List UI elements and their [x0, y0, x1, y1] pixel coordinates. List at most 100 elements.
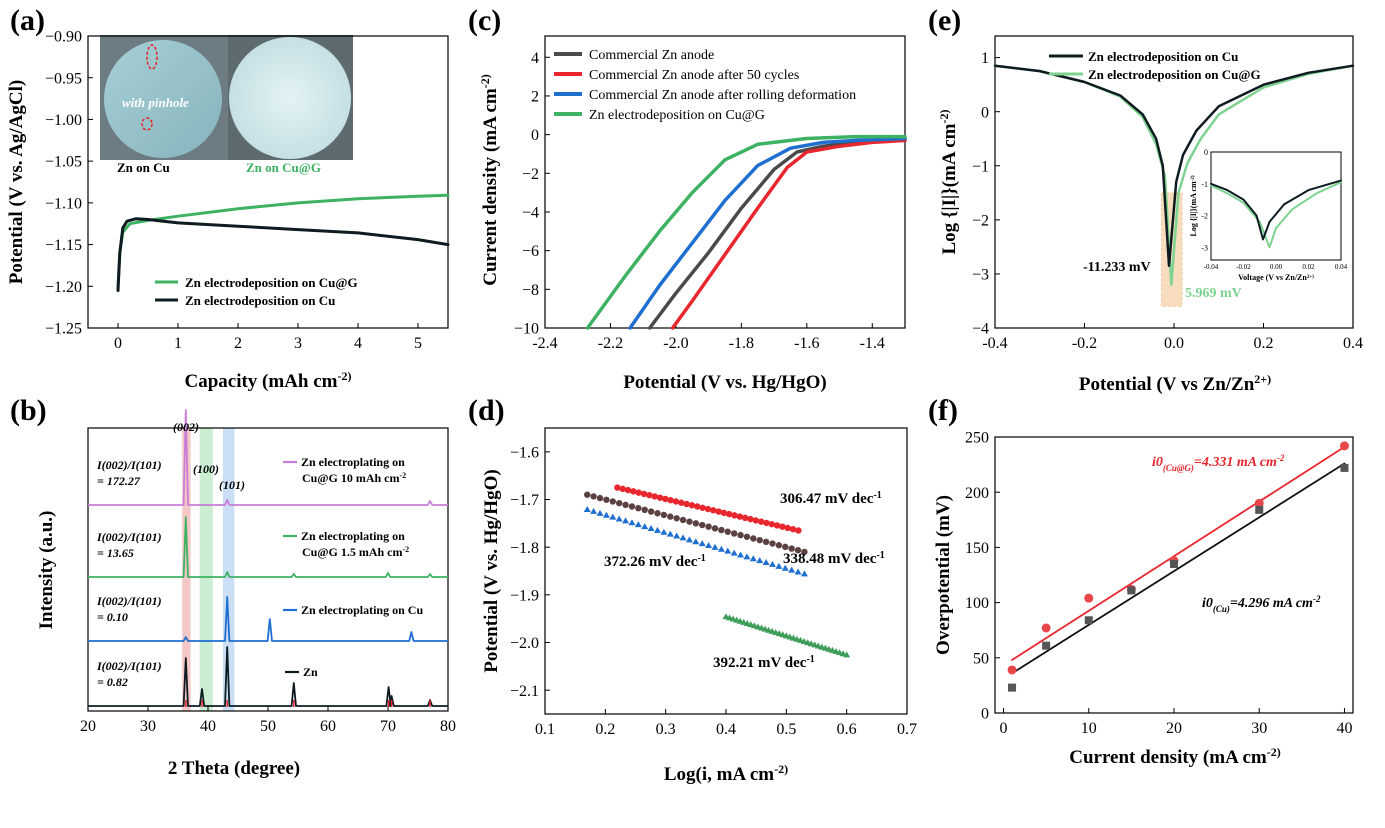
- inset-y-tick-label: -1: [1201, 180, 1208, 189]
- tafel-306-series-point: [752, 517, 760, 524]
- a-plot-frame: [87, 35, 449, 329]
- tafel-372-series-point: [660, 528, 668, 535]
- b-x-tick-label: 80: [440, 718, 456, 735]
- xrd-zn-trace: [88, 646, 448, 707]
- tafel-306-series-point: [763, 519, 770, 527]
- tafel-306-series-point: [630, 488, 637, 495]
- panel-d-letter: (d): [468, 394, 505, 427]
- tafel-338-series-point: [667, 513, 674, 520]
- tafel-306-series-point: [747, 515, 754, 523]
- chart-a: 0 1 2 3 4 5 −0.90 −0.95 −1.00 −1.05 −1.10 −1.15 −1.2…: [6, 29, 450, 392]
- photo-label-zn-on-cu-g: Zn on Cu@G: [246, 160, 321, 175]
- series-cu-g-line: [585, 134, 907, 330]
- intensity-ratio-label: I(002)/I(101): [96, 530, 162, 544]
- inset-x-tick-label: 0.00: [1270, 263, 1283, 271]
- photo-disc-zn-on-cu-g: [229, 37, 351, 159]
- e-y-tick-label: −4: [972, 321, 989, 338]
- c-x-tick-label: -2.0: [663, 335, 688, 352]
- d-x-tick-label: 0.3: [656, 721, 676, 738]
- f-x-tick-label: 20: [1166, 720, 1182, 737]
- c-x-tick-label: -2.2: [598, 335, 623, 352]
- tafel-306-series-point: [784, 524, 791, 532]
- tafel-372-series-point: [654, 526, 662, 533]
- tafel-338-series-point: [641, 506, 648, 514]
- xrd-cu-g-10-trace: [88, 409, 448, 506]
- tafel-372-series-point: [788, 566, 796, 573]
- d-y-tick-label: −1.9: [510, 587, 539, 604]
- photo-disc-zn-on-cu: [104, 40, 222, 158]
- f-y-tick-label: 150: [965, 540, 989, 557]
- a-x-tick-label: 2: [234, 335, 242, 352]
- tafel-372-series-point: [692, 538, 700, 545]
- legend-label: Zn electrodeposition on Cu: [185, 293, 335, 308]
- y-axis-label: Intensity (a.u.): [36, 511, 57, 630]
- d-plot-frame: [544, 427, 908, 715]
- series-cu-point: [1084, 616, 1093, 625]
- tafel-338-series-point: [756, 536, 763, 544]
- tafel-372-series-point: [724, 547, 732, 554]
- inset-y-axis-label: Log {|I|}(mA cm-2): [1189, 175, 1198, 236]
- tafel-338-series-point: [654, 510, 661, 517]
- panel-e-letter: (e): [928, 4, 961, 37]
- tafel-372-series-point: [717, 545, 725, 552]
- tafel-338-series-point: [769, 540, 776, 547]
- f-y-tick-label: 100: [965, 595, 989, 612]
- tafel-372-series-point: [622, 517, 630, 524]
- tafel-306-series-point: [672, 498, 680, 505]
- tafel-338-series-point: [724, 528, 731, 535]
- tafel-306-series-point: [656, 494, 664, 501]
- tafel-338-series-point: [692, 520, 700, 527]
- e-x-tick-label: 0.4: [1343, 335, 1363, 352]
- tafel-338-series-point: [615, 499, 623, 507]
- c-y-tick-label: −10: [514, 321, 539, 338]
- tafel-372-series-point: [756, 557, 764, 564]
- f-y-tick-label: 0: [981, 706, 989, 723]
- tafel-372-series-point: [794, 568, 802, 575]
- legend-label: Zn electrodeposition on Cu@G: [589, 108, 765, 123]
- e-x-tick-label: 0.2: [1254, 335, 1274, 352]
- c-y-tick-label: −2: [522, 166, 539, 183]
- a-x-tick-label: 4: [354, 335, 362, 352]
- b-x-tick-label: 20: [80, 718, 96, 735]
- tafel-306-series-point: [678, 499, 685, 506]
- tafel-306-series-point: [736, 513, 744, 520]
- a-y-tick-label: −0.90: [45, 29, 82, 46]
- tafel-372-series-point: [705, 541, 713, 548]
- tafel-338-series-point: [635, 504, 642, 512]
- tafel-306-series-point: [651, 493, 658, 500]
- tafel-306-series-point: [715, 508, 722, 515]
- chart-c: -2.4 -2.2 -2.0 -1.8 -1.6 -1.4 4 2 0 −2 −4 −6 −8 −10 Co…: [478, 35, 907, 393]
- tafel-338-series-point: [647, 508, 655, 515]
- tafel-372-series-point: [679, 534, 687, 541]
- tafel-306-series-point: [741, 514, 749, 522]
- chart-f: 0 10 20 30 40 0 50 100 150 200 250 i0(Cu@G)=4.331 m…: [933, 430, 1354, 768]
- tafel-372-series-point: [711, 543, 719, 550]
- tafel-338-series-point: [788, 545, 795, 552]
- tafel-338-series-point: [775, 542, 783, 549]
- e-y-tick-label: −1: [972, 158, 989, 175]
- series-cu-point: [1170, 559, 1178, 568]
- x-axis-label: Log(i, mA cm-2): [664, 762, 788, 785]
- panel-a: (a) with pinhole Zn on Cu Zn on Cu@G: [10, 4, 353, 175]
- tafel-338-series-point: [660, 511, 668, 519]
- d-x-tick-label: 0.6: [837, 721, 857, 738]
- d-x-tick-label: 0.2: [595, 721, 615, 738]
- tafel-372-series-point: [800, 570, 808, 577]
- tafel-372-series-point: [615, 515, 623, 522]
- c-x-tick-label: -1.4: [860, 335, 885, 352]
- f-x-tick-label: 0: [1000, 720, 1008, 737]
- tafel-372-series-point: [673, 532, 681, 539]
- tafel-338-series-point: [609, 498, 616, 505]
- tafel-372-series-point: [768, 560, 776, 567]
- c-y-tick-label: −6: [522, 243, 539, 260]
- tafel-338-series-point: [737, 531, 744, 539]
- tafel-338-series-point: [603, 496, 610, 503]
- c-x-tick-label: -2.4: [532, 335, 557, 352]
- c-x-tick-label: -1.6: [794, 335, 819, 352]
- tafel-372-series-point: [596, 509, 604, 516]
- tafel-306-series-point: [768, 520, 775, 528]
- tafel-306-series-point: [683, 500, 690, 508]
- inset-frame: [1210, 151, 1342, 261]
- inset-x-axis-label: Voltage (V vs Zn/Zn2+): [1238, 273, 1314, 282]
- a-y-tick-label: −0.95: [45, 70, 82, 87]
